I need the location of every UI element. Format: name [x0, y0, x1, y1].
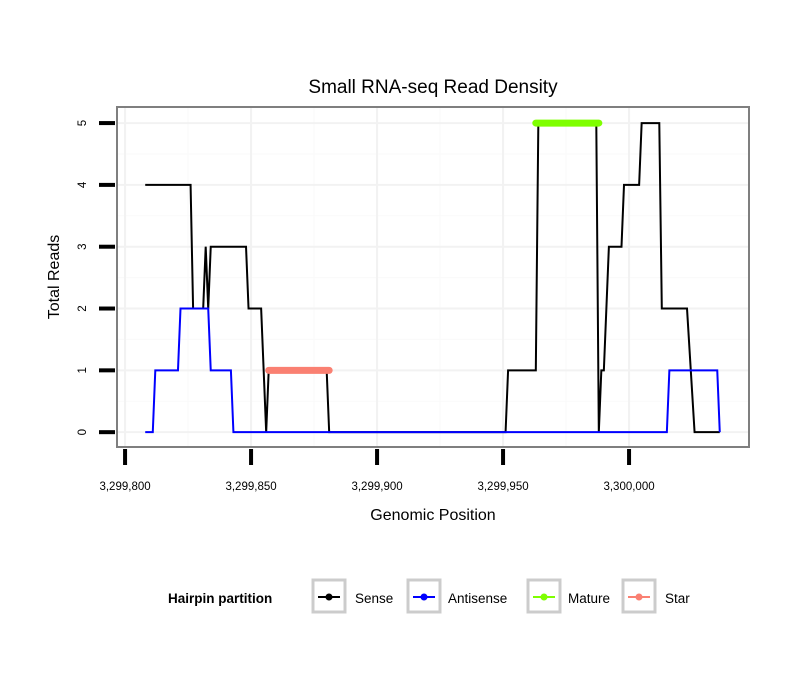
- x-tick-label: 3,299,900: [351, 481, 402, 493]
- legend-title: Hairpin partition: [168, 591, 272, 606]
- series-layer: [145, 119, 721, 434]
- legend: Hairpin partition Sense Antisense Mature St…: [168, 578, 690, 614]
- series-sense-line: [145, 122, 720, 434]
- legend-item-mature: Mature: [526, 578, 610, 614]
- x-axis: 3,299,800 3,299,850 3,299,900 3,299,950 3,30…: [99, 449, 655, 493]
- legend-item-sense: Sense: [311, 578, 393, 614]
- legend-label: Mature: [568, 591, 610, 606]
- plot-panel: [116, 106, 750, 448]
- legend-key-point: [635, 593, 643, 601]
- grid-major: [117, 107, 749, 447]
- panel-background: [117, 107, 749, 447]
- y-tick-label: 2: [77, 305, 89, 311]
- legend-key-point: [540, 593, 548, 601]
- x-axis-title: Genomic Position: [370, 507, 495, 524]
- y-axis: 0 1 2 3 4 5: [77, 120, 115, 435]
- legend-key-point: [420, 593, 428, 601]
- x-tick-label: 3,299,800: [99, 481, 150, 493]
- x-tick-label: 3,299,950: [477, 481, 528, 493]
- x-tick-label: 3,300,000: [603, 481, 654, 493]
- y-tick-label: 5: [77, 120, 89, 126]
- grid-minor: [117, 107, 749, 447]
- y-axis-title: Total Reads: [46, 235, 63, 320]
- y-tick-label: 3: [77, 244, 89, 250]
- legend-item-star: Star: [621, 578, 690, 614]
- legend-key-point: [325, 593, 333, 601]
- chart-title: Small RNA-seq Read Density: [308, 77, 558, 98]
- panel-border: [116, 106, 750, 448]
- x-tick-label: 3,299,850: [225, 481, 276, 493]
- y-tick-label: 0: [77, 429, 89, 435]
- legend-label: Sense: [355, 591, 393, 606]
- y-tick-label: 1: [77, 367, 89, 373]
- legend-label: Star: [665, 591, 690, 606]
- y-tick-label: 4: [77, 181, 89, 188]
- legend-item-antisense: Antisense: [406, 578, 507, 614]
- legend-label: Antisense: [448, 591, 507, 606]
- series-star-point: [326, 367, 333, 374]
- series-mature-point: [595, 120, 602, 127]
- series-antisense-line: [145, 307, 721, 434]
